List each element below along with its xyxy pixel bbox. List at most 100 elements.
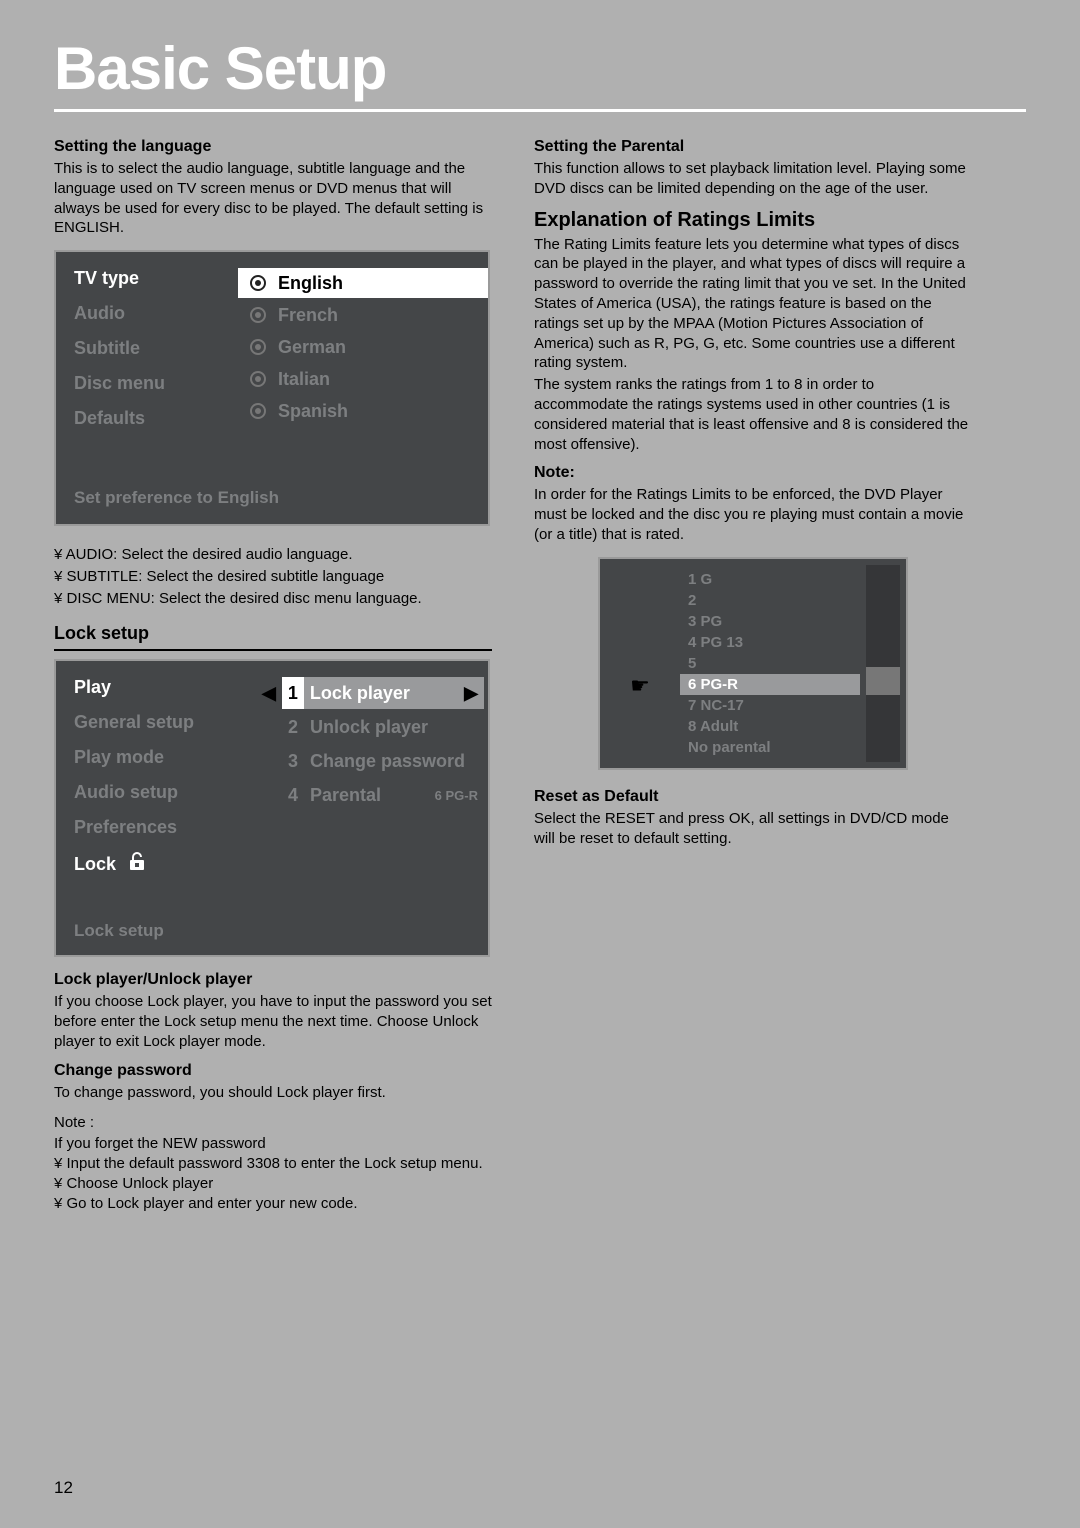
option-number: 2 xyxy=(282,717,304,738)
scroll-thumb[interactable] xyxy=(866,667,900,695)
lock-menu-playmode[interactable]: Play mode xyxy=(74,747,256,768)
ratings-scrollbar[interactable] xyxy=(860,559,906,768)
radio-icon xyxy=(250,275,266,291)
lock-menu-preferences[interactable]: Preferences xyxy=(74,817,256,838)
lock-setup-panel: Play General setup Play mode Audio setup… xyxy=(54,659,490,957)
rating-item[interactable]: 7 NC-17 xyxy=(680,695,860,716)
heading-changepassword: Change password xyxy=(54,1062,492,1080)
lock-options: ◀ 1 Lock player ▶ 2 Unlock player xyxy=(256,661,488,907)
rating-item[interactable]: No parental xyxy=(680,737,860,758)
lang-label: Italian xyxy=(278,369,330,390)
lock-option-changepassword[interactable]: 3 Change password xyxy=(256,745,484,777)
lock-menu-general[interactable]: General setup xyxy=(74,712,256,733)
lang-label: Spanish xyxy=(278,401,348,422)
lock-option-lockplayer[interactable]: ◀ 1 Lock player ▶ xyxy=(256,677,484,709)
pref-menu-tvtype[interactable]: TV type xyxy=(74,268,238,289)
body-setting-language: This is to select the audio language, su… xyxy=(54,159,492,238)
note-label: Note : xyxy=(54,1113,492,1133)
rating-item[interactable]: 4 PG 13 xyxy=(680,632,860,653)
radio-icon xyxy=(250,403,266,419)
note-line: If you forget the NEW password xyxy=(54,1134,492,1154)
heading-note: Note: xyxy=(534,464,972,482)
body-note: In order for the Ratings Limits to be en… xyxy=(534,485,972,544)
page-title: Basic Setup xyxy=(54,34,1026,103)
option-number: 3 xyxy=(282,751,304,772)
page: Basic Setup Setting the language This is… xyxy=(0,0,1080,1528)
language-bullets: ¥ AUDIO: Select the desired audio langua… xyxy=(54,544,492,609)
bullet: ¥ AUDIO: Select the desired audio langua… xyxy=(54,544,492,566)
pref-menu-subtitle[interactable]: Subtitle xyxy=(74,338,238,359)
pointer-icon: ☛ xyxy=(630,673,650,699)
lock-option-parental[interactable]: 4 Parental 6 PG-R xyxy=(256,779,484,811)
rating-item[interactable]: 5 xyxy=(680,653,860,674)
lang-label: German xyxy=(278,337,346,358)
body-ratings-1: The Rating Limits feature lets you deter… xyxy=(534,235,972,374)
bullet: ¥ DISC MENU: Select the desired disc men… xyxy=(54,588,492,610)
lang-option-english[interactable]: English xyxy=(238,268,488,298)
lock-left-menu: Play General setup Play mode Audio setup… xyxy=(56,661,256,907)
title-rule xyxy=(54,109,1026,112)
scroll-track xyxy=(866,565,900,762)
preference-language-panel: TV type Audio Subtitle Disc menu Default… xyxy=(54,250,490,526)
lock-menu-play[interactable]: Play xyxy=(74,677,256,698)
heading-reset: Reset as Default xyxy=(534,788,972,806)
right-column: Setting the Parental This function allow… xyxy=(534,138,972,1224)
body-lockplayer: If you choose Lock player, you have to i… xyxy=(54,992,492,1051)
bullet: ¥ SUBTITLE: Select the desired subtitle … xyxy=(54,566,492,588)
note-line: ¥ Go to Lock player and enter your new c… xyxy=(54,1194,492,1214)
rating-item[interactable]: 1 G xyxy=(680,569,860,590)
rating-item[interactable]: 2 xyxy=(680,590,860,611)
body-parental: This function allows to set playback lim… xyxy=(534,159,972,199)
section-rule xyxy=(54,649,492,651)
pref-menu-defaults[interactable]: Defaults xyxy=(74,408,238,429)
heading-ratings-limits: Explanation of Ratings Limits xyxy=(534,209,972,232)
option-label: Unlock player xyxy=(310,717,484,738)
rating-item[interactable]: 8 Adult xyxy=(680,716,860,737)
pref-menu-audio[interactable]: Audio xyxy=(74,303,238,324)
body-changepassword: To change password, you should Lock play… xyxy=(54,1083,492,1103)
lang-option-spanish[interactable]: Spanish xyxy=(238,396,488,426)
ratings-list: 1 G 2 3 PG 4 PG 13 5 6 PG-R 7 NC-17 8 Ad… xyxy=(680,559,860,768)
option-label: Change password xyxy=(310,751,484,772)
lock-menu-lock[interactable]: Lock xyxy=(74,852,256,877)
lang-option-french[interactable]: French xyxy=(238,300,488,330)
lang-label: English xyxy=(278,273,343,294)
body-reset: Select the RESET and press OK, all setti… xyxy=(534,809,972,849)
heading-lock-setup: Lock setup xyxy=(54,623,492,644)
heading-setting-language: Setting the language xyxy=(54,138,492,156)
radio-icon xyxy=(250,339,266,355)
preference-language-list: English French German Italian xyxy=(238,252,488,472)
pref-menu-discmenu[interactable]: Disc menu xyxy=(74,373,238,394)
note-line: ¥ Choose Unlock player xyxy=(54,1174,492,1194)
ratings-panel: ☛ 1 G 2 3 PG 4 PG 13 5 6 PG-R 7 NC-17 8 … xyxy=(598,557,908,770)
lock-menu-lock-label: Lock xyxy=(74,854,116,875)
option-number: 4 xyxy=(282,785,304,806)
lock-option-unlockplayer[interactable]: 2 Unlock player xyxy=(256,711,484,743)
radio-icon xyxy=(250,371,266,387)
option-number: 1 xyxy=(282,683,304,704)
preference-footer: Set preference to English xyxy=(56,472,488,524)
left-column: Setting the language This is to select t… xyxy=(54,138,492,1224)
arrow-right-icon: ▶ xyxy=(458,683,484,704)
rating-item-selected[interactable]: 6 PG-R xyxy=(680,674,860,695)
body-ratings-2: The system ranks the ratings from 1 to 8… xyxy=(534,375,972,454)
radio-icon xyxy=(250,307,266,323)
lang-option-italian[interactable]: Italian xyxy=(238,364,488,394)
lang-option-german[interactable]: German xyxy=(238,332,488,362)
ratings-pointer-col: ☛ xyxy=(600,559,680,768)
arrow-left-icon: ◀ xyxy=(256,683,282,704)
option-label: Parental xyxy=(310,785,429,806)
note-line: ¥ Input the default password 3308 to ent… xyxy=(54,1154,492,1174)
heading-parental: Setting the Parental xyxy=(534,138,972,156)
lock-menu-audio[interactable]: Audio setup xyxy=(74,782,256,803)
parental-badge: 6 PG-R xyxy=(429,786,484,805)
preference-left-menu: TV type Audio Subtitle Disc menu Default… xyxy=(56,252,238,472)
heading-lockplayer: Lock player/Unlock player xyxy=(54,971,492,989)
lock-icon xyxy=(126,852,148,877)
lock-panel-footer: Lock setup xyxy=(56,907,488,955)
option-label: Lock player xyxy=(310,683,458,704)
lang-label: French xyxy=(278,305,338,326)
columns: Setting the language This is to select t… xyxy=(54,138,1026,1224)
rating-item[interactable]: 3 PG xyxy=(680,611,860,632)
page-number: 12 xyxy=(54,1478,73,1498)
